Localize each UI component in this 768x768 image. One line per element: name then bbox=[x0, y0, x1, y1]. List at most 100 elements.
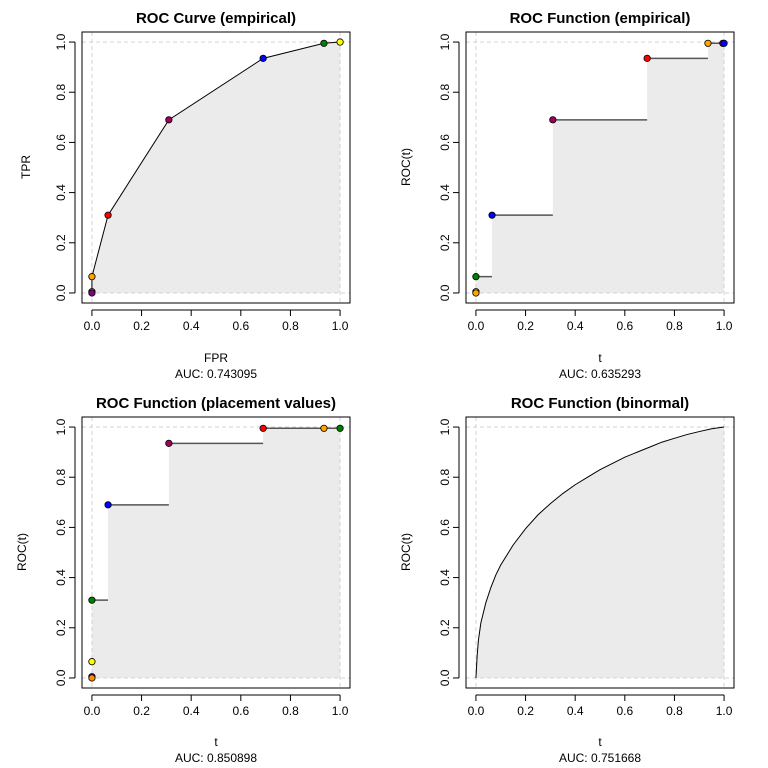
y-axis-label: ROC(t) bbox=[15, 533, 29, 571]
plot-frame bbox=[81, 416, 351, 689]
y-tick-label: 1.0 bbox=[438, 33, 452, 50]
x-tick-label: 0.6 bbox=[616, 319, 633, 333]
y-tick-label: 0.2 bbox=[54, 619, 68, 636]
x-tick-label: 1.0 bbox=[332, 704, 349, 718]
x-tick-label: 0.8 bbox=[282, 319, 299, 333]
data-point bbox=[720, 39, 728, 47]
y-tick-label: 1.0 bbox=[438, 418, 452, 435]
x-tick-label: 0.0 bbox=[84, 319, 101, 333]
data-point bbox=[488, 211, 496, 219]
x-tick-label: 0.4 bbox=[567, 319, 584, 333]
y-axis-label: ROC(t) bbox=[399, 533, 413, 571]
y-tick-label: 0.8 bbox=[54, 469, 68, 486]
x-tick-label: 0.0 bbox=[468, 704, 485, 718]
data-point bbox=[88, 658, 96, 666]
y-tick-label: 0.0 bbox=[54, 284, 68, 301]
plot-frame bbox=[465, 31, 735, 304]
binormal-curve bbox=[475, 426, 725, 678]
y-tick-label: 0.6 bbox=[438, 519, 452, 536]
data-point bbox=[472, 289, 480, 297]
x-tick-label: 0.8 bbox=[666, 319, 683, 333]
data-point bbox=[259, 54, 267, 62]
panel-title: ROC Function (empirical) bbox=[510, 10, 691, 27]
y-tick-label: 0.2 bbox=[438, 234, 452, 251]
y-tick-label: 0.4 bbox=[438, 569, 452, 586]
x-tick-label: 0.2 bbox=[133, 704, 150, 718]
data-point bbox=[259, 424, 267, 432]
x-axis-label: t bbox=[214, 735, 218, 749]
y-tick-label: 0.0 bbox=[438, 669, 452, 686]
data-point bbox=[704, 39, 712, 47]
auc-label: AUC: 0.743095 bbox=[175, 367, 257, 381]
x-axis-label: t bbox=[598, 735, 602, 749]
data-point bbox=[88, 674, 96, 682]
panel-4: 0.0 0.0 0.2 0.2 0.4 0.4 0.6 0.6 0.8 0.8 1.0 1.0 ROC … bbox=[399, 395, 735, 765]
y-tick-label: 0.4 bbox=[54, 184, 68, 201]
y-tick-label: 1.0 bbox=[54, 418, 68, 435]
y-tick-label: 0.4 bbox=[438, 184, 452, 201]
x-axis-label: t bbox=[598, 351, 602, 365]
data-point bbox=[336, 38, 344, 46]
data-point bbox=[336, 424, 344, 432]
auc-area bbox=[91, 42, 341, 293]
data-point bbox=[165, 439, 173, 447]
x-tick-label: 0.6 bbox=[616, 704, 633, 718]
data-point bbox=[104, 501, 112, 509]
x-tick-label: 0.2 bbox=[517, 704, 534, 718]
data-point bbox=[472, 273, 480, 281]
y-tick-label: 0.0 bbox=[54, 669, 68, 686]
x-tick-label: 0.4 bbox=[567, 704, 584, 718]
x-tick-label: 0.8 bbox=[666, 704, 683, 718]
data-point bbox=[104, 211, 112, 219]
y-tick-label: 0.4 bbox=[54, 569, 68, 586]
y-tick-label: 0.8 bbox=[438, 84, 452, 101]
data-point bbox=[88, 273, 96, 281]
x-tick-label: 1.0 bbox=[716, 704, 733, 718]
auc-area bbox=[91, 428, 341, 678]
x-tick-label: 0.2 bbox=[133, 319, 150, 333]
plot-frame bbox=[465, 416, 735, 689]
plot-frame bbox=[81, 31, 351, 304]
x-tick-label: 0.0 bbox=[468, 319, 485, 333]
panel-1: 0.0 0.0 0.2 0.2 0.4 0.4 0.6 0.6 0.8 0.8 1.0 1.0 ROC … bbox=[19, 10, 351, 381]
x-tick-label: 0.2 bbox=[517, 319, 534, 333]
panel-2: 0.0 0.0 0.2 0.2 0.4 0.4 0.6 0.6 0.8 0.8 1.0 1.0 ROC … bbox=[399, 10, 735, 381]
auc-label: AUC: 0.635293 bbox=[559, 367, 641, 381]
data-point bbox=[320, 424, 328, 432]
y-axis-label: TPR bbox=[19, 155, 33, 179]
y-tick-label: 0.8 bbox=[438, 469, 452, 486]
y-tick-label: 0.0 bbox=[438, 284, 452, 301]
x-tick-label: 0.4 bbox=[183, 704, 200, 718]
panel-3: 0.0 0.0 0.2 0.2 0.4 0.4 0.6 0.6 0.8 0.8 1.0 1.0 ROC … bbox=[15, 395, 351, 765]
y-tick-label: 0.6 bbox=[438, 134, 452, 151]
x-tick-label: 0.8 bbox=[282, 704, 299, 718]
data-point bbox=[320, 39, 328, 47]
y-axis-label: ROC(t) bbox=[399, 148, 413, 186]
x-tick-label: 1.0 bbox=[332, 319, 349, 333]
y-tick-label: 0.6 bbox=[54, 134, 68, 151]
data-point bbox=[88, 596, 96, 604]
y-tick-label: 0.6 bbox=[54, 519, 68, 536]
data-point bbox=[549, 116, 557, 124]
data-point bbox=[643, 54, 651, 62]
y-tick-label: 1.0 bbox=[54, 33, 68, 50]
data-point bbox=[165, 116, 173, 124]
y-tick-label: 0.8 bbox=[54, 84, 68, 101]
y-tick-label: 0.2 bbox=[54, 234, 68, 251]
y-tick-label: 0.2 bbox=[438, 619, 452, 636]
panel-title: ROC Function (placement values) bbox=[96, 395, 336, 412]
data-point bbox=[88, 289, 96, 297]
auc-area bbox=[475, 427, 725, 678]
x-tick-label: 0.0 bbox=[84, 704, 101, 718]
x-tick-label: 1.0 bbox=[716, 319, 733, 333]
x-tick-label: 0.4 bbox=[183, 319, 200, 333]
auc-label: AUC: 0.850898 bbox=[175, 751, 257, 765]
x-tick-label: 0.6 bbox=[232, 704, 249, 718]
panel-title: ROC Function (binormal) bbox=[511, 395, 689, 412]
x-axis-label: FPR bbox=[204, 351, 228, 365]
x-tick-label: 0.6 bbox=[232, 319, 249, 333]
panel-title: ROC Curve (empirical) bbox=[136, 10, 296, 27]
auc-label: AUC: 0.751668 bbox=[559, 751, 641, 765]
auc-area bbox=[475, 43, 725, 293]
